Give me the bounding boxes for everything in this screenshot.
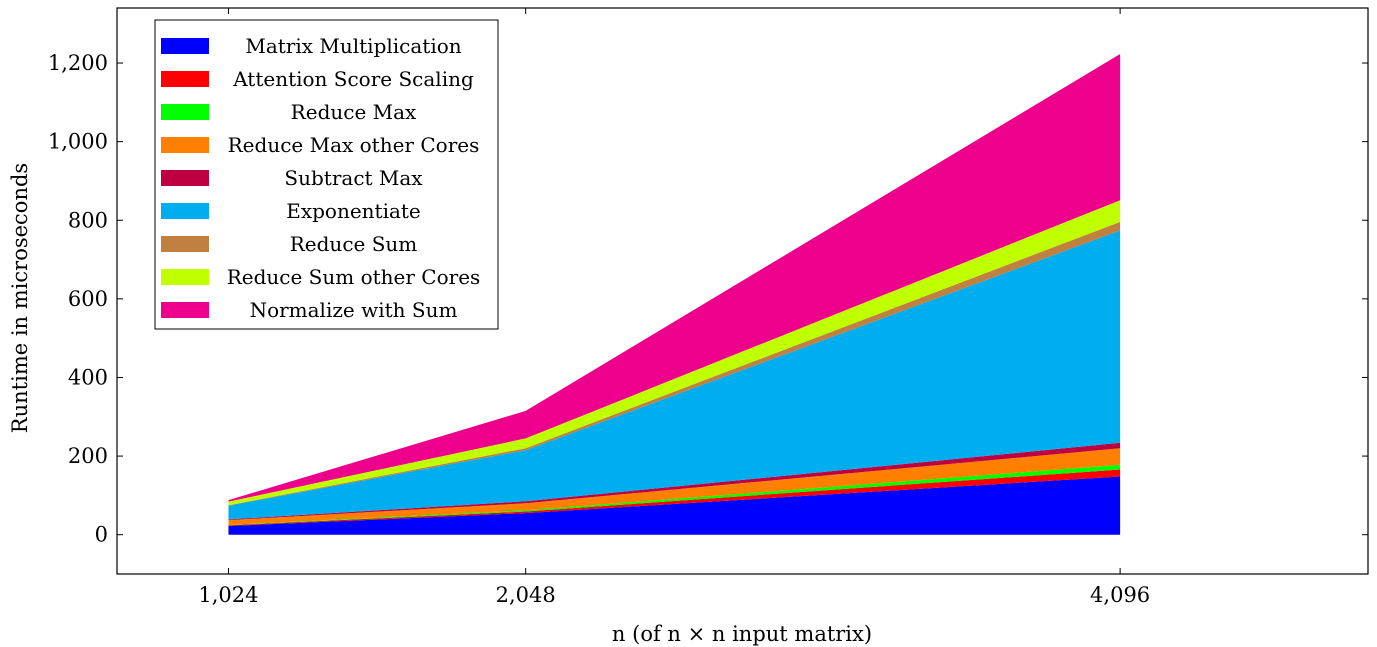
legend-label: Reduce Max xyxy=(291,100,417,124)
legend-swatch xyxy=(161,38,209,54)
x-tick-label: 4,096 xyxy=(1090,583,1150,607)
area-series-4 xyxy=(228,448,1121,525)
legend-box xyxy=(154,19,499,330)
x-tick-label: 1,024 xyxy=(198,583,258,607)
legend-swatch xyxy=(161,203,209,219)
legend-swatch xyxy=(161,170,209,186)
legend-swatch xyxy=(161,104,209,120)
legend-label: Reduce Sum other Cores xyxy=(227,265,481,289)
y-tick-label: 600 xyxy=(68,287,108,311)
plot-frame xyxy=(116,7,1369,575)
y-tick-label: 0 xyxy=(95,523,108,547)
y-tick-label: 400 xyxy=(68,365,108,389)
legend-swatch xyxy=(161,71,209,87)
legend-swatch xyxy=(161,137,209,153)
legend-swatch xyxy=(161,269,209,285)
x-tick-label: 2,048 xyxy=(496,583,556,607)
x-axis-label: n (of n × n input matrix) xyxy=(612,622,872,646)
area-series-1 xyxy=(228,476,1121,535)
legend-label: Reduce Sum xyxy=(290,232,418,256)
legend-label: Exponentiate xyxy=(286,199,421,223)
legend-label: Normalize with Sum xyxy=(250,298,458,322)
axis-ticks: 1,024 2,048 4,096 0 200 400 600 800 1,000 1,200 xyxy=(48,8,1368,607)
y-tick-label: 1,200 xyxy=(48,51,108,75)
legend: Matrix Multiplication Attention Score Sca… xyxy=(154,19,499,330)
y-tick-label: 800 xyxy=(68,208,108,232)
legend-label: Subtract Max xyxy=(284,166,423,190)
y-tick-label: 200 xyxy=(68,444,108,468)
stacked-areas xyxy=(228,53,1121,535)
legend-label: Reduce Max other Cores xyxy=(228,133,480,157)
legend-swatch xyxy=(161,302,209,318)
legend-swatch xyxy=(161,236,209,252)
y-axis-label: Runtime in microseconds xyxy=(8,163,32,433)
y-tick-label: 1,000 xyxy=(48,130,108,154)
area-series-6 xyxy=(228,230,1121,520)
legend-label: Attention Score Scaling xyxy=(232,67,474,91)
legend-label: Matrix Multiplication xyxy=(245,34,461,58)
